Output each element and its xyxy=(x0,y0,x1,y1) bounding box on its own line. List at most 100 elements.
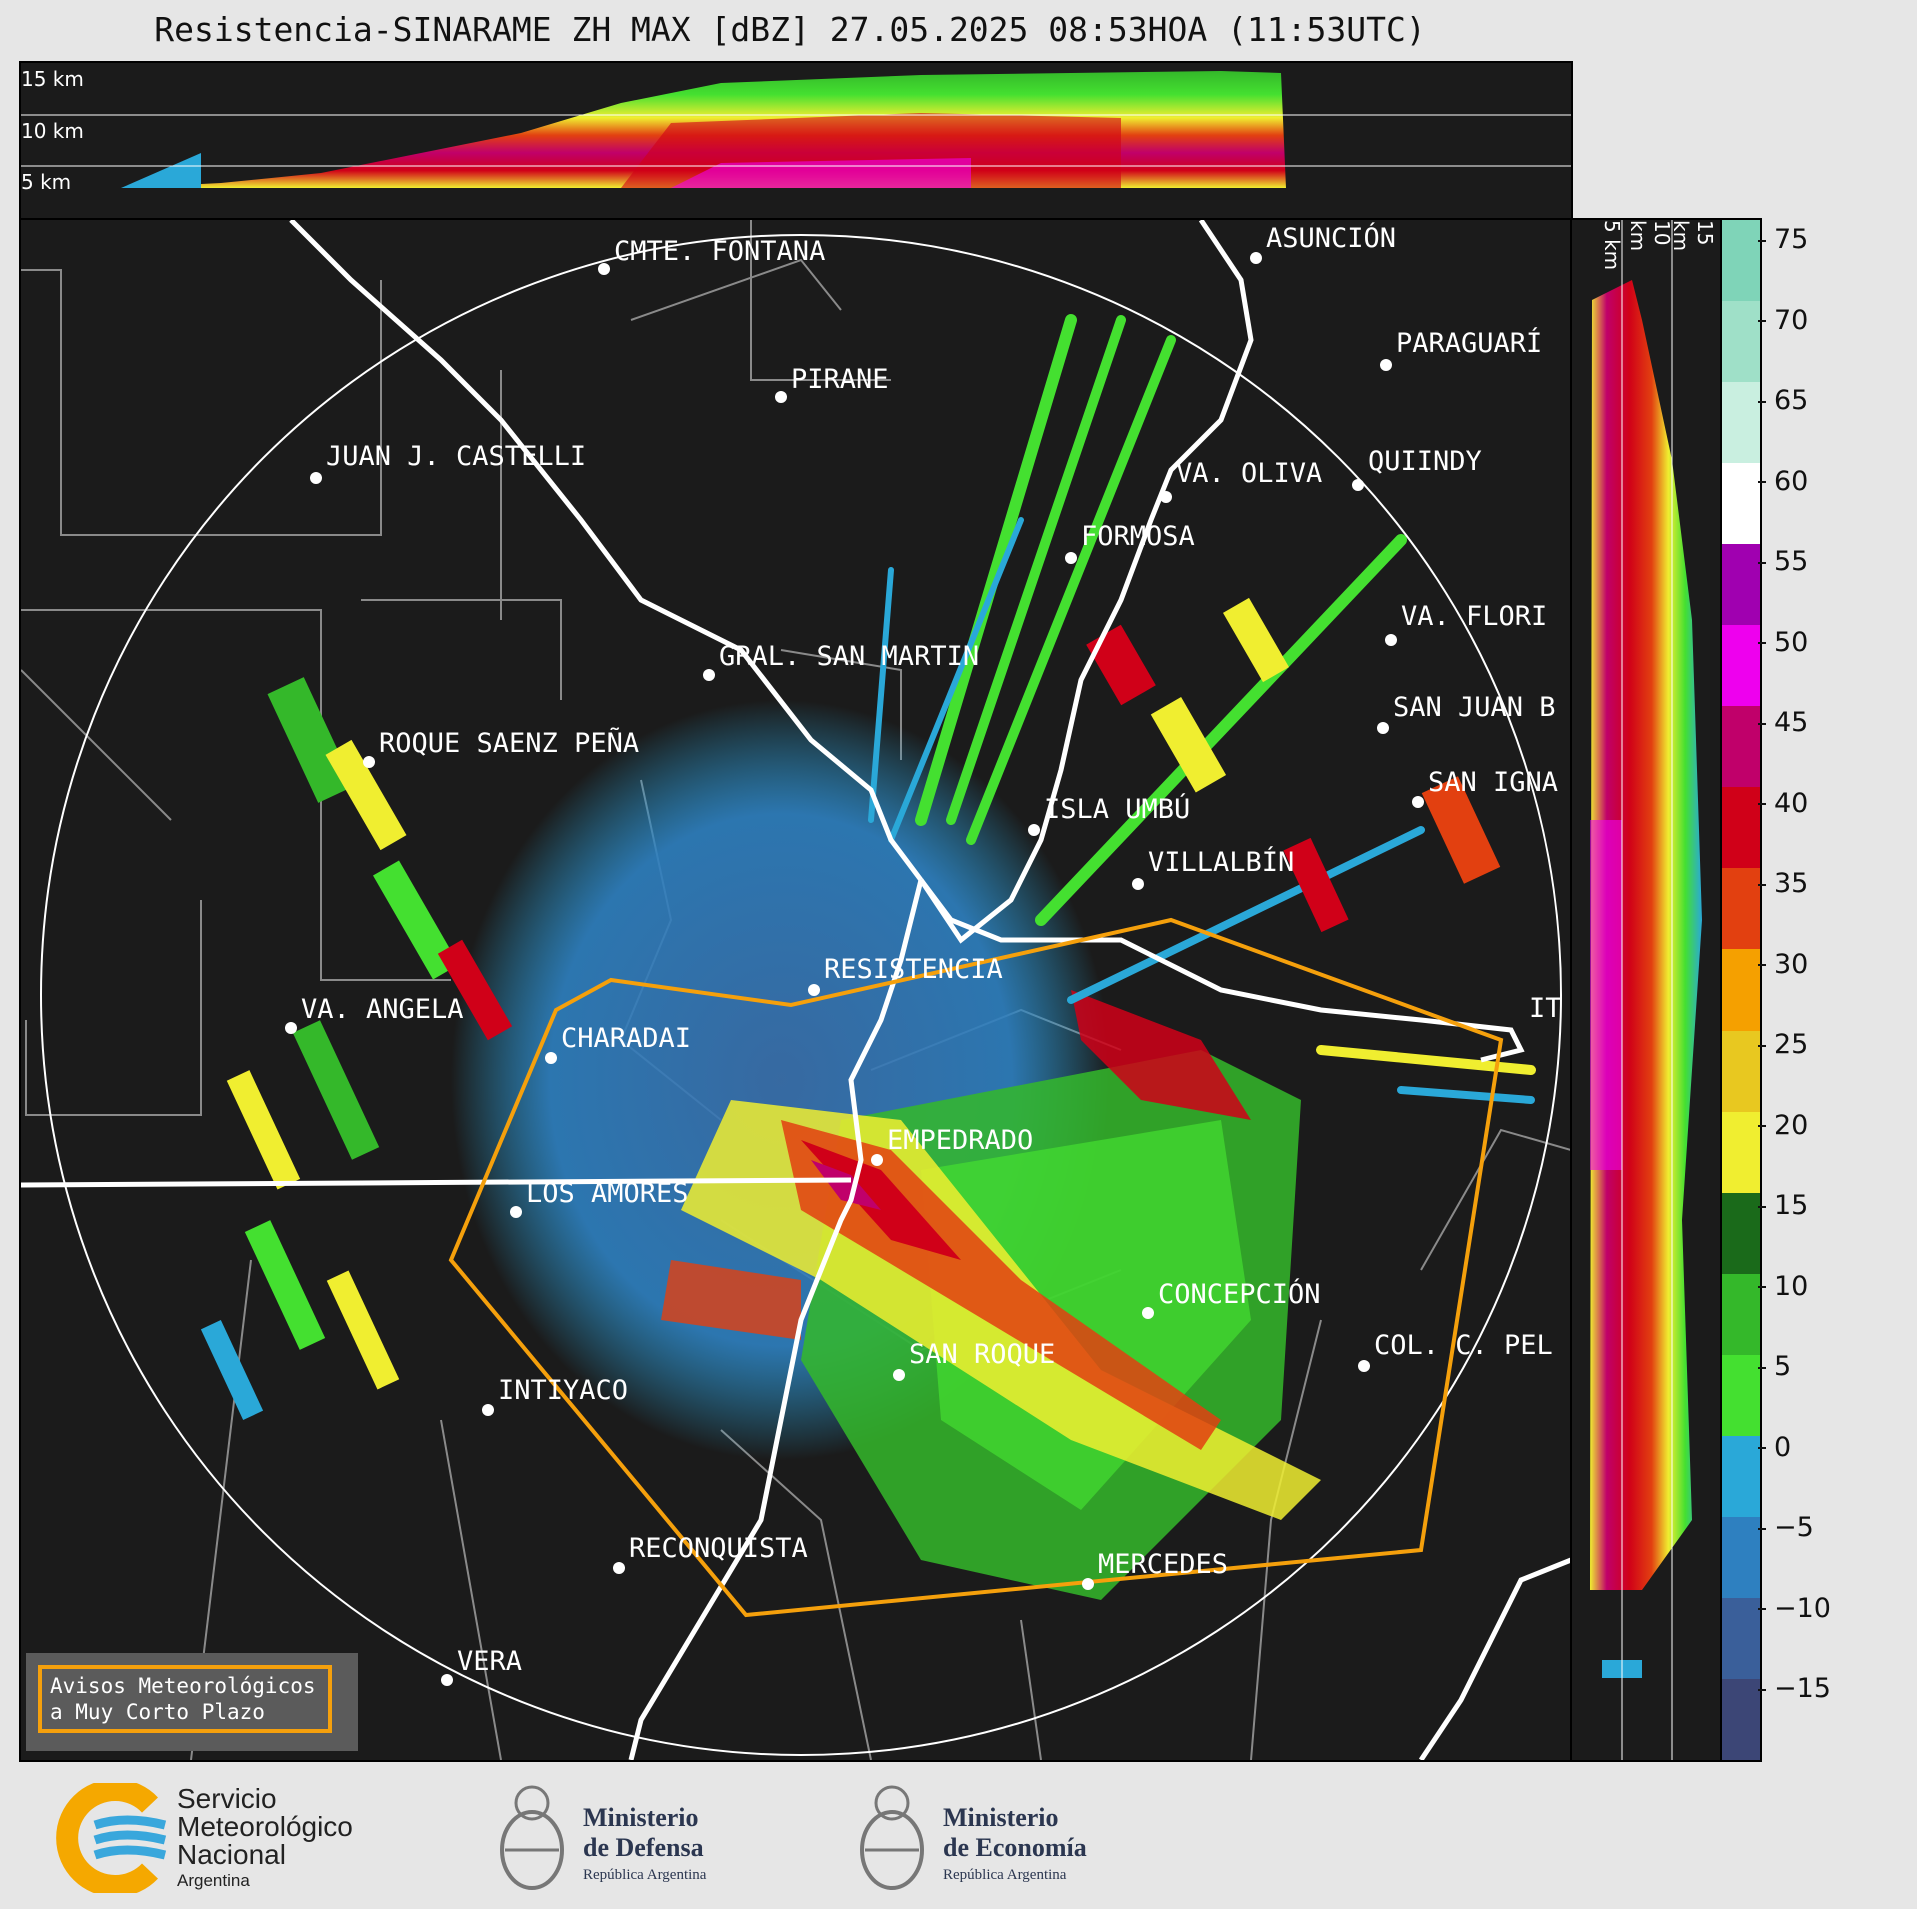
city-dot xyxy=(285,1022,297,1034)
top-alt-label-5: 5 km xyxy=(21,170,72,194)
city-label: VILLALBÍN xyxy=(1148,846,1294,878)
colorbar-tick-label: 20 xyxy=(1757,1110,1808,1141)
city-dot xyxy=(1358,1360,1370,1372)
colorbar-segment xyxy=(1722,1030,1760,1113)
smn-text-4: Argentina xyxy=(177,1871,250,1890)
city-label: INTIYACO xyxy=(498,1375,628,1406)
colorbar-tick-label: 5 xyxy=(1757,1351,1791,1382)
colorbar-tick-label: −10 xyxy=(1758,1593,1831,1624)
coat-of-arms-icon xyxy=(500,1785,564,1890)
smn-text-2: Meteorológico xyxy=(177,1811,353,1842)
colorbar-segment xyxy=(1722,949,1760,1032)
dbz-colorbar xyxy=(1720,218,1762,1762)
city-dot xyxy=(510,1206,522,1218)
city-label: FORMOSA xyxy=(1081,521,1195,552)
colorbar-segment xyxy=(1722,463,1760,546)
city-label: GRAL. SAN MARTIN xyxy=(719,641,979,672)
right-alt-label-5: 5 km xyxy=(1600,220,1624,271)
economia-text-1: Ministerio xyxy=(943,1803,1059,1832)
top-alt-label-15: 15 km xyxy=(21,67,84,91)
colorbar-tick-label: 45 xyxy=(1757,707,1808,738)
colorbar-tick-label: 65 xyxy=(1757,385,1808,416)
top-cross-section-graphic xyxy=(21,71,1571,188)
colorbar-tick-label: 30 xyxy=(1757,949,1808,980)
colorbar-segment xyxy=(1722,220,1760,303)
city-dot xyxy=(1412,796,1424,808)
colorbar-segment xyxy=(1722,706,1760,789)
city-label: SAN IGNA xyxy=(1428,767,1558,798)
city-dot xyxy=(1028,824,1040,836)
city-label: ROQUE SAENZ PEÑA xyxy=(379,727,639,759)
city-dot xyxy=(613,1562,625,1574)
colorbar-tick-label: 15 xyxy=(1757,1190,1808,1221)
coat-of-arms-icon xyxy=(860,1785,924,1890)
city-label: SAN JUAN B xyxy=(1393,692,1556,723)
radar-map-panel: CMTE. FONTANA ASUNCIÓN PIRANE PARAGUARÍ … xyxy=(19,218,1573,1762)
colorbar-segment xyxy=(1722,868,1760,951)
colorbar-segment xyxy=(1722,301,1760,384)
city-label: RESISTENCIA xyxy=(824,954,1003,985)
city-label: SAN ROQUE xyxy=(909,1339,1055,1370)
city-dot xyxy=(310,472,322,484)
smn-text-1: Servicio xyxy=(177,1783,277,1814)
colorbar-tick-label: 75 xyxy=(1757,224,1808,255)
city-dot xyxy=(1142,1307,1154,1319)
scattered-cells xyxy=(200,597,1501,1420)
colorbar-tick-label: 40 xyxy=(1757,788,1808,819)
city-dot xyxy=(1250,252,1262,264)
defensa-logo: Ministerio de Defensa República Argentin… xyxy=(495,1775,755,1900)
colorbar-tick-label: −15 xyxy=(1758,1673,1831,1704)
smn-logo: Servicio Meteorológico Nacional Argentin… xyxy=(55,1783,395,1893)
colorbar-tick-label: 55 xyxy=(1757,546,1808,577)
city-label: COL. C. PEL xyxy=(1374,1330,1553,1361)
colorbar-tick-label: 25 xyxy=(1757,1029,1808,1060)
economia-logo: Ministerio de Economía República Argenti… xyxy=(855,1775,1155,1900)
city-dot xyxy=(545,1052,557,1064)
defensa-text-3: República Argentina xyxy=(583,1867,707,1883)
city-label: MERCEDES xyxy=(1098,1549,1228,1580)
city-dot xyxy=(775,391,787,403)
colorbar-segment xyxy=(1722,625,1760,708)
defensa-text-2: de Defensa xyxy=(583,1833,704,1862)
city-dot xyxy=(1082,1578,1094,1590)
radar-rays xyxy=(868,314,1536,1104)
right-alt-label-10: 10 km xyxy=(1626,220,1674,252)
colorbar-segment xyxy=(1722,1435,1760,1518)
city-markers: CMTE. FONTANA ASUNCIÓN PIRANE PARAGUARÍ … xyxy=(285,222,1562,1686)
city-dot xyxy=(703,669,715,681)
radar-map-graphic: CMTE. FONTANA ASUNCIÓN PIRANE PARAGUARÍ … xyxy=(21,220,1571,1760)
city-label: VERA xyxy=(457,1646,522,1677)
city-label: ASUNCIÓN xyxy=(1266,222,1396,254)
city-label: CONCEPCIÓN xyxy=(1158,1278,1321,1310)
colorbar-segment xyxy=(1722,382,1760,465)
smn-logo-icon xyxy=(56,1783,167,1893)
colorbar-segment xyxy=(1722,1354,1760,1437)
colorbar-tick-label: 10 xyxy=(1757,1271,1808,1302)
economia-text-3: República Argentina xyxy=(943,1867,1067,1883)
city-label: VA. ANGELA xyxy=(301,994,464,1025)
range-ring xyxy=(40,234,1562,1756)
city-dot xyxy=(1132,878,1144,890)
city-dot xyxy=(441,1674,453,1686)
alert-legend: Avisos Meteorológicos a Muy Corto Plazo xyxy=(26,1653,358,1751)
colorbar-segment xyxy=(1722,1516,1760,1599)
rivers xyxy=(21,220,1571,1760)
defensa-text-1: Ministerio xyxy=(583,1803,699,1832)
city-label: VA. OLIVA xyxy=(1176,458,1322,489)
city-dot xyxy=(1385,634,1397,646)
city-label: QUIINDY xyxy=(1368,446,1482,477)
chart-title: Resistencia-SINARAME ZH MAX [dBZ] 27.05.… xyxy=(154,10,1426,49)
colorbar-segment xyxy=(1722,1678,1760,1760)
right-cross-section-graphic xyxy=(1590,220,1702,1760)
city-dot xyxy=(1377,722,1389,734)
city-label: PIRANE xyxy=(791,364,889,395)
top-cross-section-panel: 15 km 10 km 5 km xyxy=(19,61,1573,220)
colorbar-tick-label: 50 xyxy=(1757,627,1808,658)
colorbar-tick-label: 35 xyxy=(1757,868,1808,899)
colorbar-segment xyxy=(1722,1111,1760,1194)
colorbar-tick-label: 70 xyxy=(1757,305,1808,336)
colorbar-segment xyxy=(1722,544,1760,627)
city-label: RECONQUISTA xyxy=(629,1533,808,1564)
city-dot xyxy=(482,1404,494,1416)
colorbar-segment xyxy=(1722,1192,1760,1275)
